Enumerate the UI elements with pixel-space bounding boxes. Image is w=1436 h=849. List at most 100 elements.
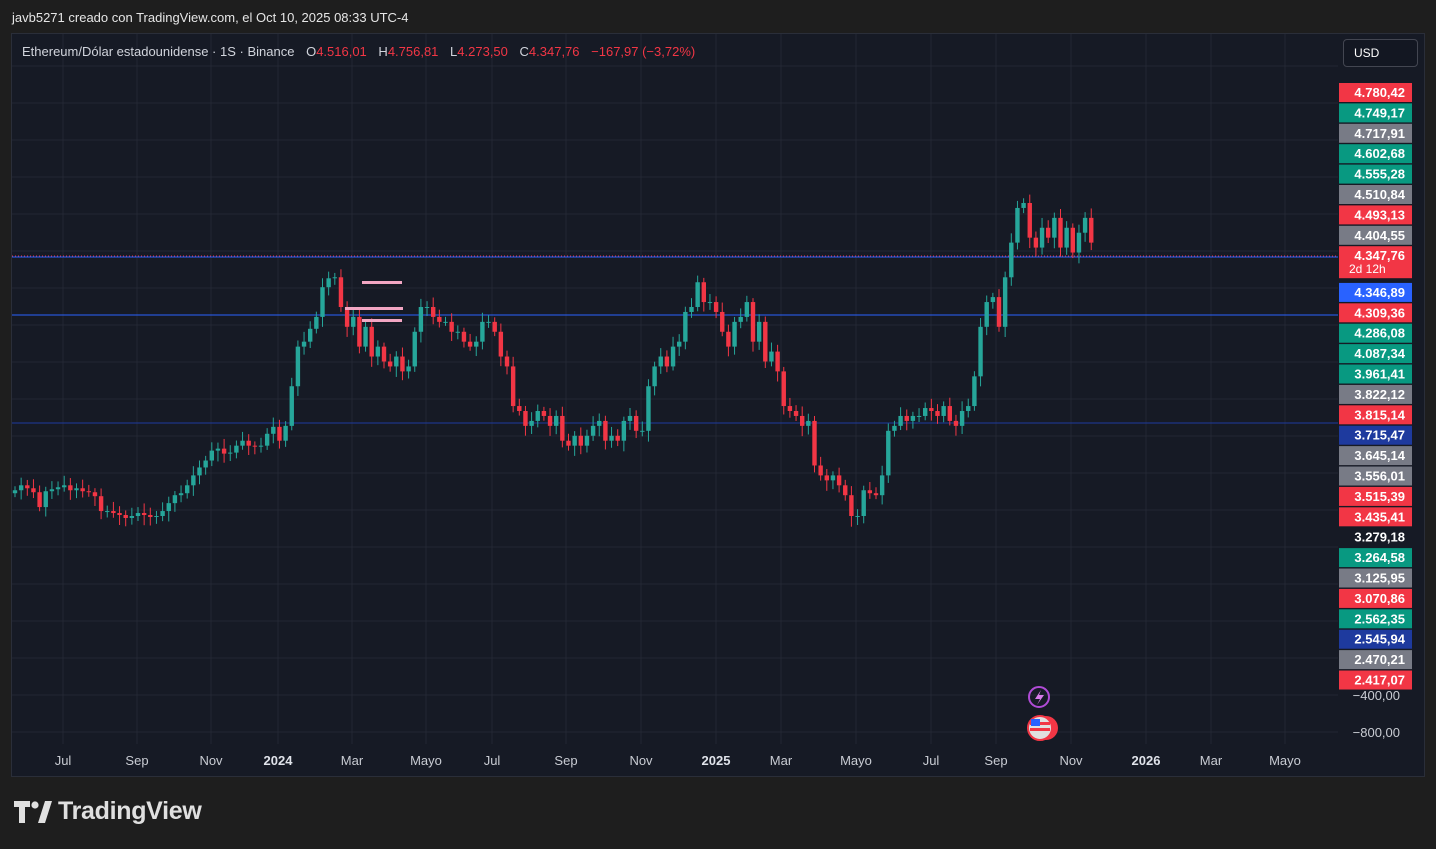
candle-body-138 [861,490,866,516]
candle-body-56 [357,316,362,347]
candle-body-40 [258,445,264,447]
candle-body-71 [449,321,454,332]
candle-body-120 [750,302,756,342]
candle-body-42 [271,426,276,434]
price-label-text-28: 2.417,07 [1354,673,1405,688]
price-label-bg-10 [1339,303,1412,323]
candle-body-144 [898,415,903,426]
candle-95 [597,413,602,437]
candle-body-23 [154,516,159,517]
candle-80 [504,350,510,375]
candle-106 [664,350,670,373]
candle-140 [873,487,879,500]
candle-37 [240,431,245,450]
price-label-bg-16 [1339,425,1412,445]
candle-75 [474,336,479,357]
candle-124 [775,344,780,382]
candle-body-102 [640,430,645,432]
candle-84 [529,412,534,434]
price-label-text-11: 4.286,08 [1354,326,1405,341]
price-label-bg-2 [1339,123,1412,143]
candle-82 [517,398,522,416]
candle-body-93 [584,435,590,446]
price-label-3: 4.602,68 [1339,144,1412,164]
price-label-bg-5 [1339,185,1412,204]
price-label-bg-28 [1339,670,1412,690]
price-label-6: 4.493,13 [1339,205,1412,225]
candle-58 [369,318,374,367]
candle-body-159 [990,297,996,303]
candle-body-52 [332,277,337,279]
candle-body-99 [621,420,627,441]
candle-24 [160,502,165,522]
candle-108 [677,334,682,356]
currency-button[interactable]: USD [1343,39,1418,67]
x-tick-label-9: 2025 [702,753,731,768]
candle-47 [301,331,307,355]
price-axis: 4.780,42 4.749,17 4.717,91 4.602,68 4.555,28… [1339,83,1412,740]
candle-body-1 [18,485,24,491]
candle-body-109 [683,311,688,342]
price-label-24: 3.070,86 [1339,588,1412,608]
candle-73 [461,327,467,348]
candle-77 [486,315,491,328]
candle-83 [523,405,528,436]
candle-body-2 [25,485,30,489]
candle-body-122 [763,321,768,362]
candle-body-53 [338,277,344,308]
x-tick-label-16: Mar [1200,753,1223,768]
candle-body-43 [277,426,282,441]
candle-112 [701,277,706,312]
candle-body-0 [12,490,18,494]
candle-126 [787,397,793,418]
candle-body-145 [904,415,909,421]
candle-body-38 [246,440,251,446]
candle-body-152 [947,406,952,421]
candle-body-76 [480,321,485,342]
x-tick-label-2: Nov [199,753,223,768]
candle-110 [689,298,694,318]
price-label-bg-14 [1339,384,1412,404]
candle-body-165 [1027,203,1032,238]
candle-114 [713,296,719,319]
candle-body-142 [886,430,891,476]
candle-160 [996,289,1002,332]
lightning-glyph-icon [1035,690,1044,705]
candle-101 [633,410,639,439]
candle-44 [283,421,288,447]
candle-body-79 [498,331,504,357]
candle-body-8 [62,485,67,488]
candle-35 [228,445,233,462]
price-label-15: 3.815,14 [1339,405,1412,425]
candle-body-89 [560,415,565,441]
high-key: H [378,44,388,59]
candle-body-136 [849,495,854,516]
candle-body-69 [437,316,442,322]
x-tick-label-4: Mar [341,753,364,768]
candle-41 [264,428,270,450]
candle-141 [879,465,885,505]
candle-169 [1052,212,1057,249]
candle-body-41 [264,433,270,446]
candle-146 [910,411,916,429]
candle-body-81 [510,366,516,407]
candle-40 [258,437,264,453]
candle-174 [1082,212,1088,242]
candle-22 [148,507,153,526]
candle-119 [744,295,750,322]
chart-pane[interactable] [11,33,1425,777]
candle-body-113 [707,302,713,304]
candle-body-174 [1082,217,1088,233]
price-label-27: 2.470,21 [1339,650,1412,670]
candle-19 [129,507,135,525]
candle-body-33 [215,448,221,451]
candle-body-95 [597,420,602,426]
candle-150 [935,404,940,424]
candle-body-100 [627,415,633,421]
open-value: 4.516,01 [316,44,367,59]
candle-145 [904,409,909,431]
candle-54 [344,301,350,337]
candle-body-50 [320,287,325,317]
candle-173 [1076,224,1082,264]
